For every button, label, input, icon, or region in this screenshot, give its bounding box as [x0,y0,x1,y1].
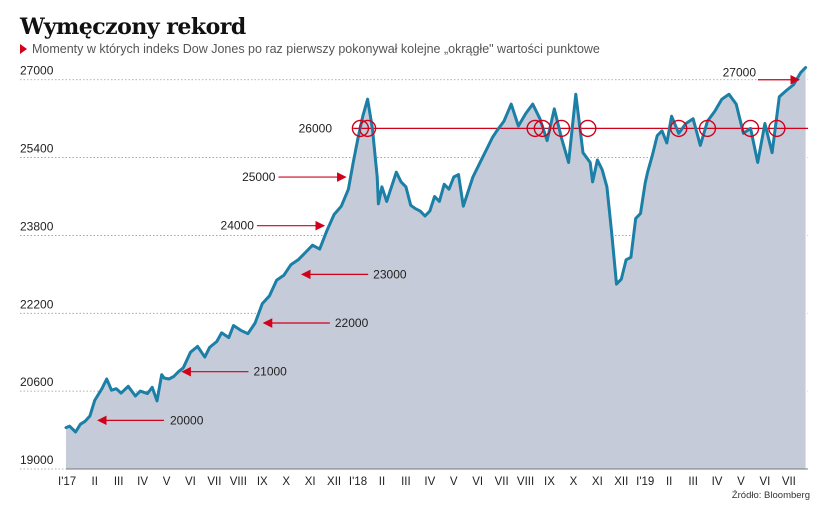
x-tick-label: VII [782,476,796,488]
x-tick-label: V [163,476,171,488]
y-axis-labels: 19000 20600 22200 23800 25400 27000 [20,64,54,467]
crossing-marker [768,119,786,138]
x-tick-label: VIII [517,476,534,488]
x-tick-label: XI [305,476,316,488]
crossing-marker [698,119,717,138]
annotation-label: 23000 [373,267,407,281]
x-tick-label: IX [544,476,555,488]
x-tick-label: VII [207,476,221,488]
x-tick-label: V [450,476,458,488]
y-tick-label: 27000 [20,64,54,78]
x-tick-label: XII [327,476,341,488]
x-tick-label: VIII [230,476,247,488]
x-tick-label: IV [137,476,148,488]
crossing-marker [526,119,544,138]
x-tick-label: VI [472,476,483,488]
x-tick-label: XI [592,476,603,488]
x-tick-label: I'19 [636,476,654,488]
series-line [64,66,808,434]
subtitle-marker-icon [20,44,27,54]
threshold-annotations: 20000 21000 22000 23000 24000 25000 26000 27000 [97,66,801,427]
x-tick-label: X [570,476,578,488]
crossing-marker [351,119,370,138]
annotation-label: 27000 [723,66,757,80]
crossing-marker [741,119,760,138]
annotation-label: 21000 [253,365,287,379]
x-tick-label: II [92,476,98,488]
x-tick-label: VI [185,476,196,488]
annotation-label: 20000 [170,413,204,427]
x-tick-label: I'18 [349,476,367,488]
subtitle-text: Momenty w których indeks Dow Jones po ra… [32,42,600,56]
x-tick-label: XII [614,476,628,488]
x-tick-label: X [282,476,290,488]
y-tick-label: 25400 [20,142,54,156]
area-shape [66,67,806,469]
x-tick-label: V [737,476,745,488]
y-tick-label: 23800 [20,219,54,233]
crossing-markers [351,119,786,138]
x-axis-labels: I'17 II III IV V VI VII VIII IX X XI XII I'18 II III IV… [58,476,796,488]
x-tick-label: III [401,476,411,488]
area-fill [66,67,808,470]
index-line [64,66,808,434]
x-tick-label: VII [495,476,509,488]
x-tick-label: III [688,476,698,488]
annotation-label: 25000 [242,170,276,184]
x-tick-label: IV [712,476,723,488]
x-tick-label: IV [424,476,435,488]
chart-subtitle: Momenty w których indeks Dow Jones po ra… [20,42,600,56]
x-tick-label: II [379,476,385,488]
source-note: Źródło: Bloomberg [731,490,810,501]
annotation-label: 22000 [335,316,369,330]
y-tick-label: 20600 [20,375,54,389]
crossing-marker [670,119,688,138]
chart-title: Wymęczony rekord [20,14,246,40]
crossing-marker [552,119,571,138]
x-tick-label: I'17 [58,476,76,488]
x-tick-label: III [114,476,124,488]
x-tick-label: VI [759,476,770,488]
crossing-marker [579,119,597,138]
crossing-marker [533,119,552,138]
annotation-label: 26000 [299,121,333,135]
y-tick-label: 19000 [20,453,54,467]
y-tick-label: 22200 [20,297,54,311]
crossing-marker [358,119,377,138]
annotation-label: 24000 [221,219,255,233]
x-tick-label: II [666,476,672,488]
x-tick-label: IX [257,476,268,488]
